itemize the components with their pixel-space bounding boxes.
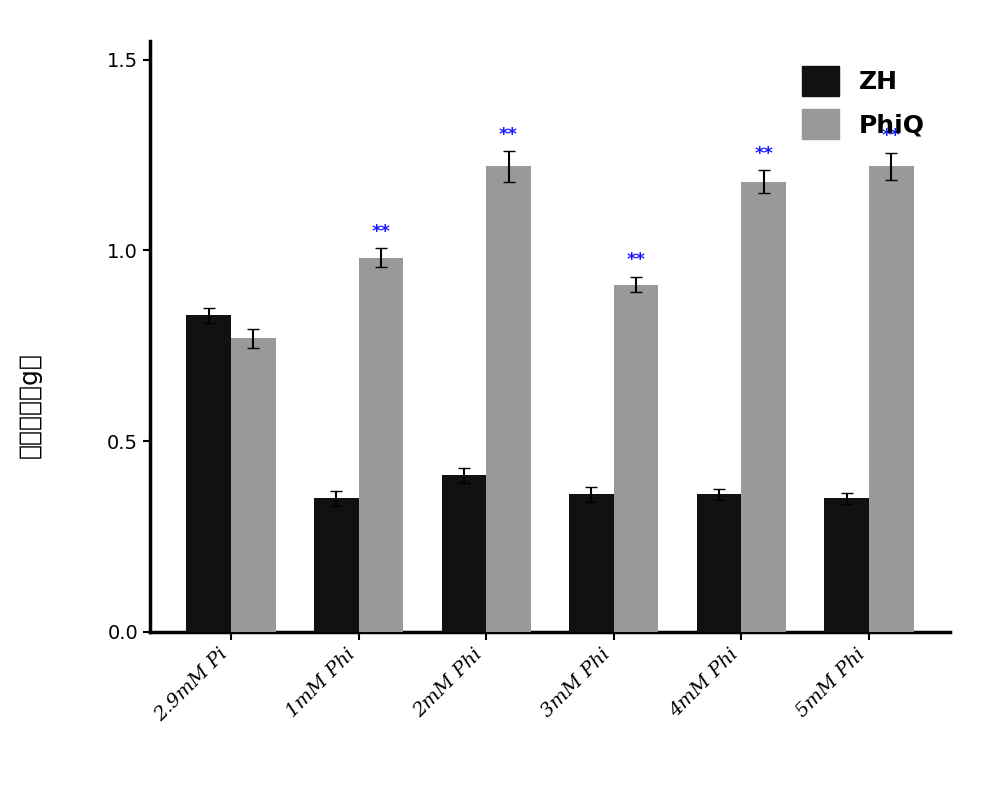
Text: **: **	[754, 144, 773, 163]
Bar	[359, 258, 403, 632]
Bar	[569, 494, 614, 632]
Text: **: **	[627, 251, 646, 270]
Text: **: **	[371, 223, 390, 241]
Bar	[741, 181, 786, 632]
Bar	[186, 315, 231, 632]
Bar	[314, 498, 359, 632]
Bar	[824, 498, 869, 632]
Bar	[869, 166, 914, 632]
Text: **: **	[499, 126, 518, 143]
Text: **: **	[882, 127, 901, 146]
Bar	[697, 494, 741, 632]
Bar	[231, 338, 276, 632]
Bar	[442, 475, 486, 632]
Bar	[486, 166, 531, 632]
Bar	[614, 284, 658, 632]
Text: 平均重量（g）: 平均重量（g）	[18, 352, 42, 458]
Legend: ZH, PhiQ: ZH, PhiQ	[789, 53, 938, 151]
